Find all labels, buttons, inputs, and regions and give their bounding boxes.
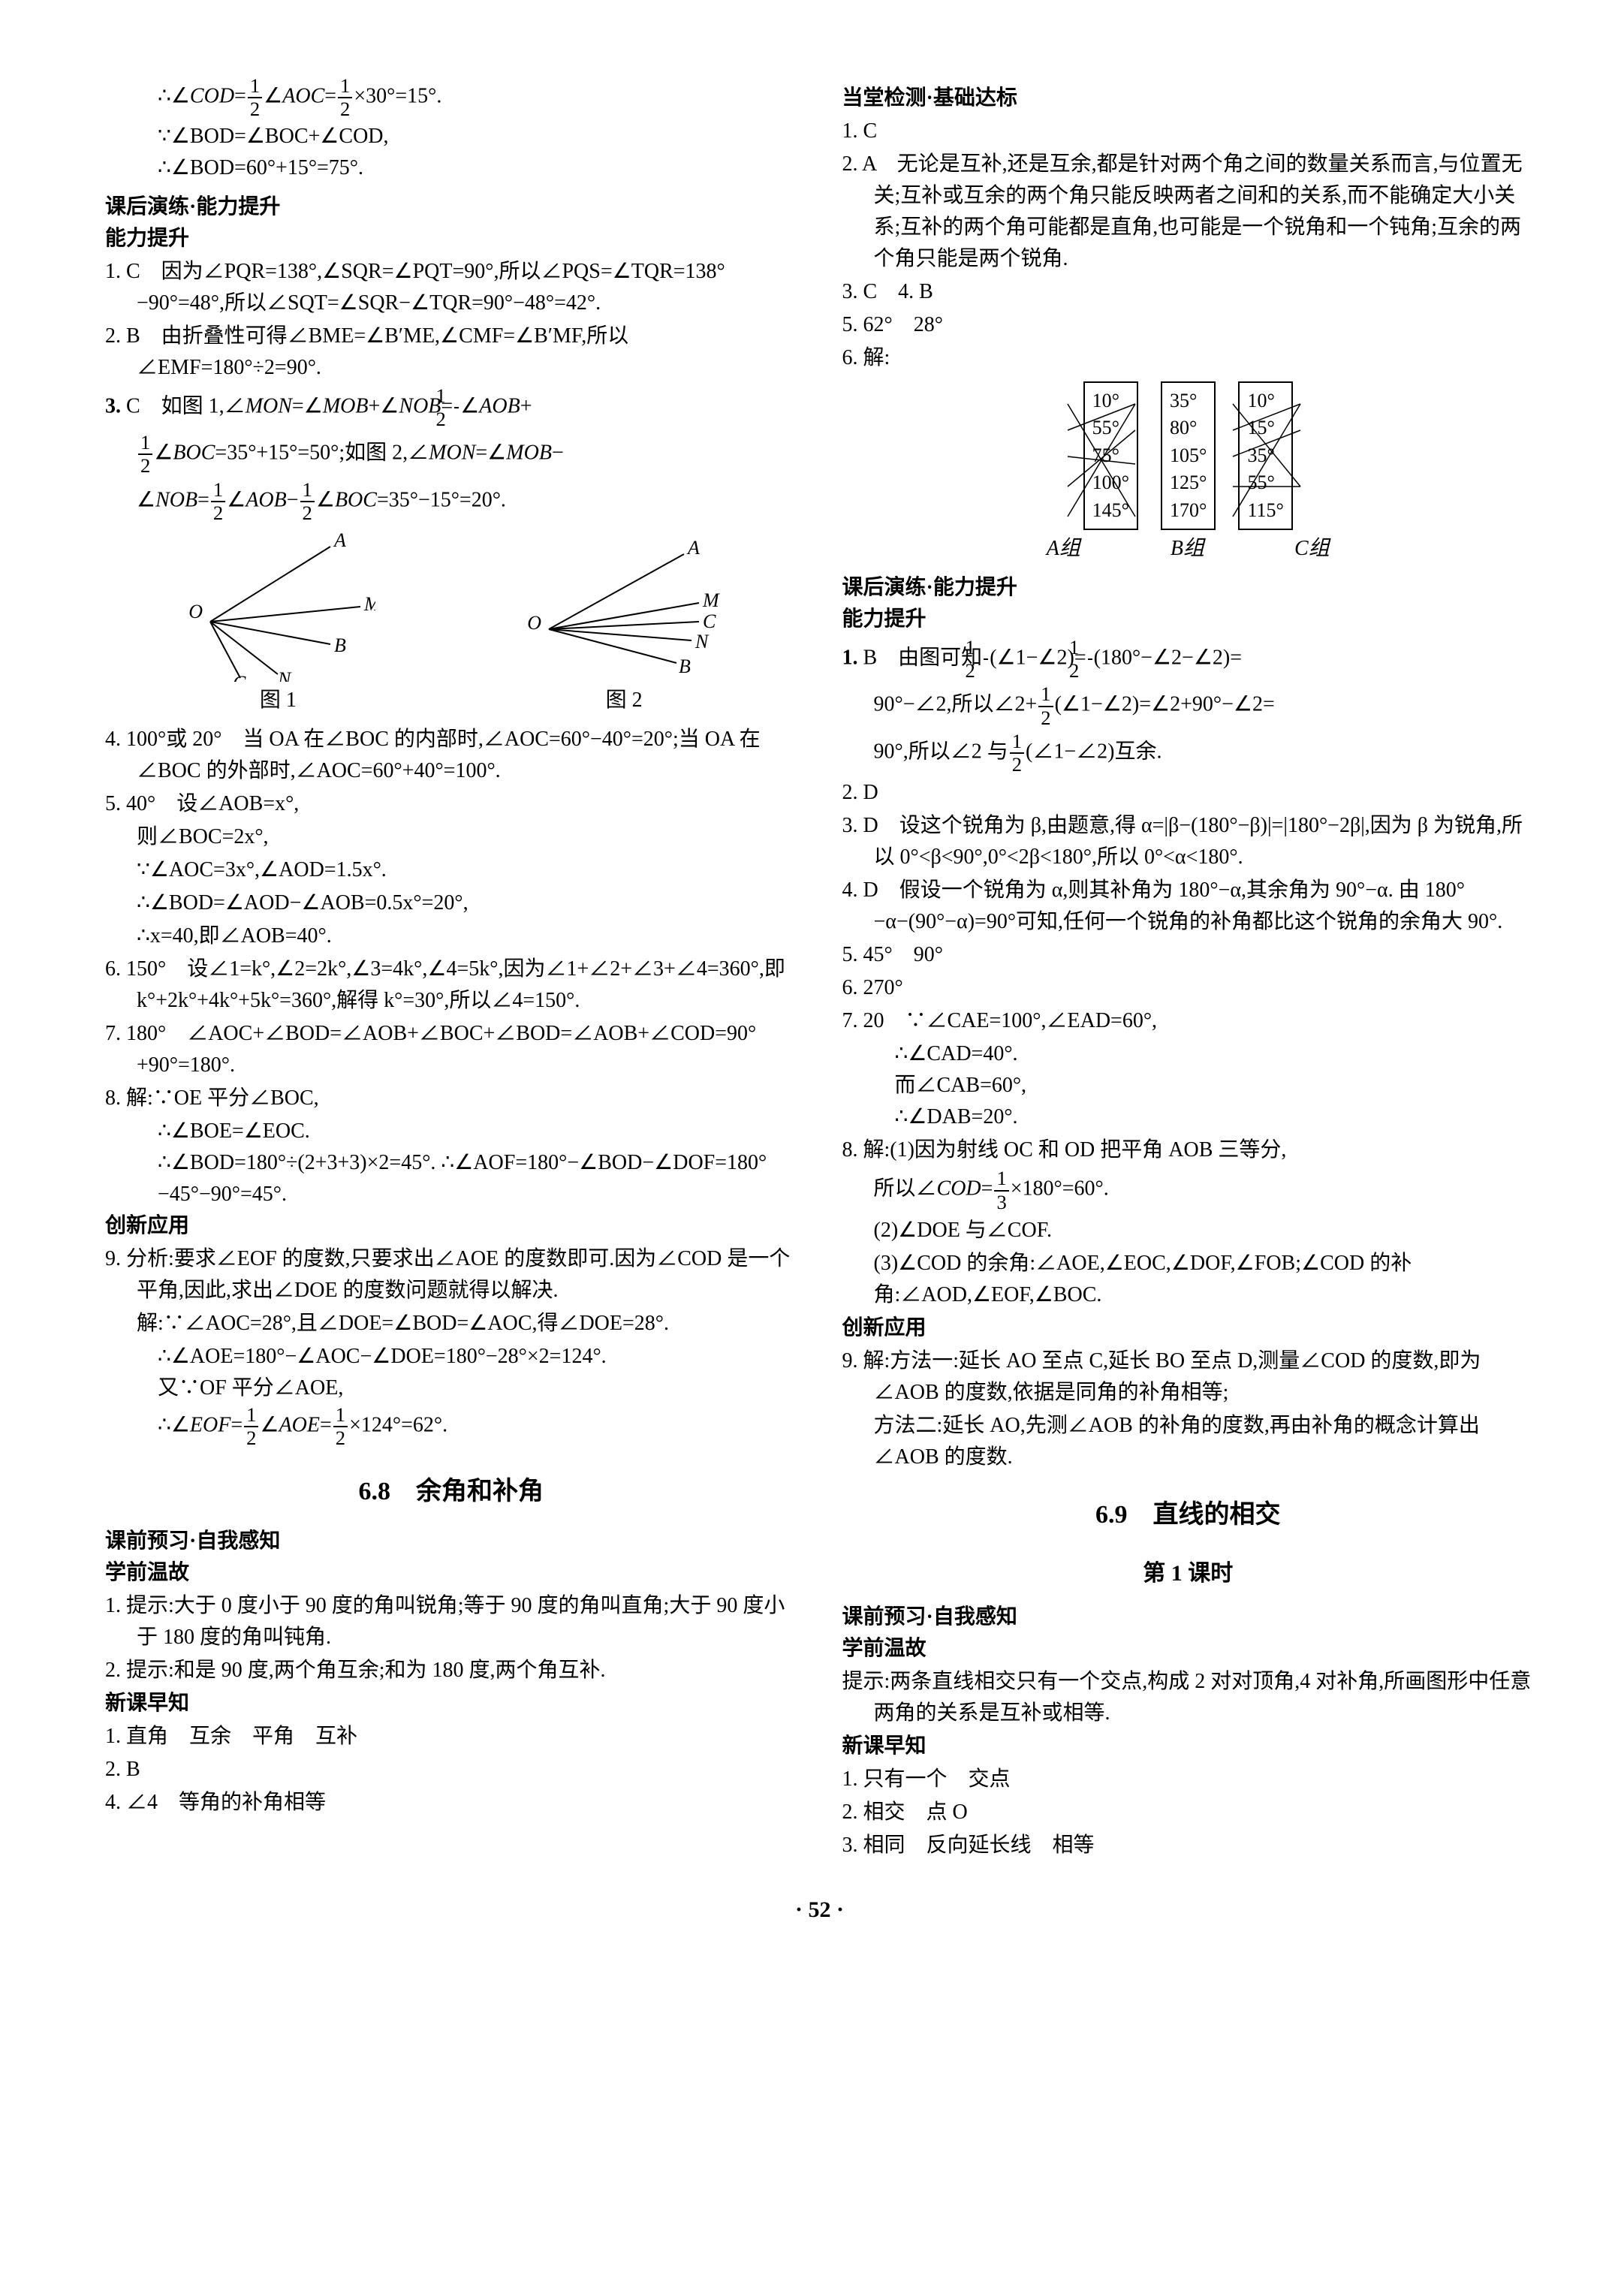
right-p2: 2. D bbox=[842, 777, 1535, 809]
svg-text:M: M bbox=[702, 589, 720, 611]
right-p7c: 而∠CAB=60°, bbox=[842, 1070, 1535, 1101]
svg-text:O: O bbox=[189, 601, 203, 622]
right-z3: 3. 相同 反向延长线 相等 bbox=[842, 1830, 1535, 1861]
right-p1a: 1. B 由图可知12(∠1−∠2)=12(180°−∠2−∠2)= bbox=[842, 637, 1535, 683]
figure-2: O A M C N B 图 2 bbox=[526, 532, 722, 716]
right-p7d: ∴∠DAB=20°. bbox=[842, 1101, 1535, 1133]
svg-text:O: O bbox=[527, 612, 541, 634]
match-box-b: 35° 80° 105° 125° 170° bbox=[1161, 381, 1216, 530]
top-eq-2: ∵∠BOD=∠BOC+∠COD, bbox=[105, 121, 797, 152]
left-q3a: 3. C 如图 1,∠MON=∠MOB+∠NOB=12∠AOB+ bbox=[105, 385, 797, 431]
left-q5e: ∴x=40,即∠AOB=40°. bbox=[105, 921, 797, 952]
left-q4: 4. 100°或 20° 当 OA 在∠BOC 的内部时,∠AOC=60°−40… bbox=[105, 724, 797, 787]
right-sub-2: 能力提升 bbox=[842, 604, 1535, 635]
left-q9a: 9. 分析:要求∠EOF 的度数,只要求出∠AOE 的度数即可.因为∠COD 是… bbox=[105, 1243, 797, 1306]
top-eq-3: ∴∠BOD=60°+15°=75°. bbox=[105, 152, 797, 184]
left-n2: 2. B bbox=[105, 1754, 797, 1785]
left-n1: 1. 直角 互余 平角 互补 bbox=[105, 1721, 797, 1752]
left-q8b: ∴∠BOE=∠EOC. bbox=[105, 1116, 797, 1147]
left-q5a: 5. 40° 设∠AOB=x°, bbox=[105, 788, 797, 820]
right-p1b: 90°−∠2,所以∠2+12(∠1−∠2)=∠2+90°−∠2= bbox=[842, 683, 1535, 729]
right-sub-3a: 学前温故 bbox=[842, 1633, 1535, 1665]
right-p8c: (2)∠DOE 与∠COF. bbox=[842, 1215, 1535, 1246]
svg-text:N: N bbox=[694, 631, 710, 652]
right-sub-3b: 新课早知 bbox=[842, 1731, 1535, 1762]
figure-1: O A M B N C 图 1 bbox=[180, 532, 375, 716]
left-q3b: 12∠BOC=35°+15°=50°;如图 2,∠MON=∠MOB− bbox=[105, 432, 797, 478]
right-p7b: ∴∠CAD=40°. bbox=[842, 1038, 1535, 1070]
left-sub-2b: 新课早知 bbox=[105, 1688, 797, 1719]
svg-text:B: B bbox=[679, 655, 691, 677]
title-6-8: 6.8 余角和补角 bbox=[105, 1472, 797, 1511]
right-p9a: 9. 解:方法一:延长 AO 至点 C,延长 BO 至点 D,测量∠COD 的度… bbox=[842, 1345, 1535, 1409]
right-p8b: 所以∠COD=13×180°=60°. bbox=[842, 1168, 1535, 1213]
left-q2: 2. B 由折叠性可得∠BME=∠B′ME,∠CMF=∠B′MF,所以∠EMF=… bbox=[105, 321, 797, 384]
match-diagram-wrapper: 10° 55° 75° 100° 145° 35° 80° 105° 125° … bbox=[842, 381, 1535, 530]
left-p2: 2. 提示:和是 90 度,两个角互余;和为 180 度,两个角互补. bbox=[105, 1655, 797, 1686]
svg-text:A: A bbox=[333, 532, 346, 551]
svg-text:M: M bbox=[363, 593, 375, 615]
fig2-caption: 图 2 bbox=[526, 685, 722, 716]
right-r5: 5. 62° 28° bbox=[842, 309, 1535, 341]
left-q5b: 则∠BOC=2x°, bbox=[105, 821, 797, 853]
right-r1: 1. C bbox=[842, 116, 1535, 147]
svg-text:C: C bbox=[233, 672, 246, 682]
match-box-c: 10° 15° 35° 55° 115° bbox=[1238, 381, 1292, 530]
fig1-caption: 图 1 bbox=[180, 685, 375, 716]
left-head-1: 课后演练·能力提升 bbox=[105, 191, 797, 223]
right-p4: 4. D 假设一个锐角为 α,则其补角为 180°−α,其余角为 90°−α. … bbox=[842, 875, 1535, 938]
left-innov: 创新应用 bbox=[105, 1210, 797, 1242]
right-p5: 5. 45° 90° bbox=[842, 939, 1535, 971]
left-q9b: 解:∵∠AOC=28°,且∠DOE=∠BOD=∠AOC,得∠DOE=28°. bbox=[105, 1308, 797, 1339]
left-column: ∴∠COD=12∠AOC=12×30°=15°. ∵∠BOD=∠BOC+∠COD… bbox=[105, 75, 797, 1863]
right-r6: 6. 解: bbox=[842, 342, 1535, 374]
right-p7a: 7. 20 ∵∠CAE=100°,∠EAD=60°, bbox=[842, 1005, 1535, 1037]
left-q8a: 8. 解:∵OE 平分∠BOC, bbox=[105, 1083, 797, 1114]
right-p8a: 8. 解:(1)因为射线 OC 和 OD 把平角 AOB 三等分, bbox=[842, 1134, 1535, 1166]
right-head-1: 当堂检测·基础达标 bbox=[842, 83, 1535, 114]
right-p3: 3. D 设这个锐角为 β,由题意,得 α=|β−(180°−β)|=|180°… bbox=[842, 810, 1535, 873]
right-p6: 6. 270° bbox=[842, 972, 1535, 1004]
page-number: · 52 · bbox=[105, 1893, 1534, 1927]
left-q9e: ∴∠EOF=12∠AOE=12×124°=62°. bbox=[105, 1404, 797, 1450]
left-q9d: 又∵OF 平分∠AOE, bbox=[105, 1373, 797, 1404]
right-head-3: 课前预习·自我感知 bbox=[842, 1602, 1535, 1633]
left-q9c: ∴∠AOE=180°−∠AOC−∠DOE=180°−28°×2=124°. bbox=[105, 1341, 797, 1373]
left-p1: 1. 提示:大于 0 度小于 90 度的角叫锐角;等于 90 度的角叫直角;大于… bbox=[105, 1590, 797, 1653]
svg-text:A: A bbox=[686, 537, 700, 559]
right-z2: 2. 相交 点 O bbox=[842, 1797, 1535, 1828]
left-sub-2a: 学前温故 bbox=[105, 1557, 797, 1589]
left-sub-1: 能力提升 bbox=[105, 223, 797, 255]
lesson-1: 第 1 课时 bbox=[842, 1556, 1535, 1590]
right-hint: 提示:两条直线相交只有一个交点,构成 2 对对顶角,4 对补角,所画图形中任意两… bbox=[842, 1666, 1535, 1729]
svg-text:C: C bbox=[703, 610, 716, 632]
left-head-2: 课前预习·自我感知 bbox=[105, 1526, 797, 1557]
left-q8c: ∴∠BOD=180°÷(2+3+3)×2=45°. ∴∠AOF=180°−∠BO… bbox=[105, 1147, 797, 1210]
match-box-a: 10° 55° 75° 100° 145° bbox=[1083, 381, 1138, 530]
left-q5c: ∵∠AOC=3x°,∠AOD=1.5x°. bbox=[105, 854, 797, 886]
match-labels: A组 B组 C组 bbox=[842, 533, 1535, 565]
right-p9b: 方法二:延长 AO,先测∠AOB 的补角的度数,再由补角的概念计算出∠AOB 的… bbox=[842, 1410, 1535, 1473]
left-q1: 1. C 因为∠PQR=138°,∠SQR=∠PQT=90°,所以∠PQS=∠T… bbox=[105, 256, 797, 319]
right-r2: 2. A 无论是互补,还是互余,都是针对两个角之间的数量关系而言,与位置无关;互… bbox=[842, 149, 1535, 275]
left-q3c: ∠NOB=12∠AOB−12∠BOC=35°−15°=20°. bbox=[105, 479, 797, 525]
right-head-2: 课后演练·能力提升 bbox=[842, 572, 1535, 604]
left-q6: 6. 150° 设∠1=k°,∠2=2k°,∠3=4k°,∠4=5k°,因为∠1… bbox=[105, 954, 797, 1017]
left-q7: 7. 180° ∠AOC+∠BOD=∠AOB+∠BOC+∠BOD=∠AOB+∠C… bbox=[105, 1018, 797, 1081]
right-innov: 创新应用 bbox=[842, 1312, 1535, 1344]
figures-row: O A M B N C 图 1 bbox=[105, 532, 797, 716]
right-p8d: (3)∠COD 的余角:∠AOE,∠EOC,∠DOF,∠FOB;∠COD 的补角… bbox=[842, 1248, 1535, 1311]
right-z1: 1. 只有一个 交点 bbox=[842, 1764, 1535, 1795]
left-n4: 4. ∠4 等角的补角相等 bbox=[105, 1787, 797, 1819]
svg-text:B: B bbox=[334, 634, 346, 656]
title-6-9: 6.9 直线的相交 bbox=[842, 1496, 1535, 1534]
right-column: 当堂检测·基础达标 1. C 2. A 无论是互补,还是互余,都是针对两个角之间… bbox=[842, 75, 1535, 1863]
right-p1c: 90°,所以∠2 与12(∠1−∠2)互余. bbox=[842, 731, 1535, 776]
left-q5d: ∴∠BOD=∠AOD−∠AOB=0.5x°=20°, bbox=[105, 887, 797, 919]
svg-text:N: N bbox=[277, 668, 292, 682]
top-eq-1: ∴∠COD=12∠AOC=12×30°=15°. bbox=[105, 75, 797, 121]
right-r3: 3. C 4. B bbox=[842, 276, 1535, 308]
